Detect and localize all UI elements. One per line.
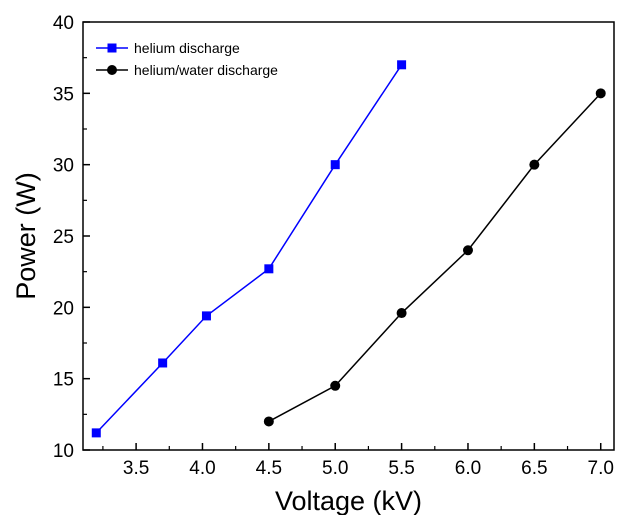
data-point (330, 160, 340, 170)
data-point (397, 60, 407, 70)
series-layer (91, 60, 606, 438)
x-tick-label: 7.0 (588, 458, 614, 479)
legend-marker (107, 65, 117, 75)
data-point (529, 159, 540, 170)
x-tick-label: 6.5 (521, 458, 547, 479)
x-tick-label: 5.5 (388, 458, 414, 479)
data-point (462, 245, 473, 256)
y-tick-label: 40 (53, 13, 74, 34)
y-tick-label: 25 (53, 227, 74, 248)
data-point (595, 88, 606, 99)
x-tick-label: 5.0 (322, 458, 348, 479)
data-point (201, 311, 211, 321)
series-0 (91, 60, 407, 438)
x-tick-label: 4.0 (189, 458, 215, 479)
data-point (91, 428, 101, 438)
series-line (95, 64, 403, 434)
legend-label: helium discharge (134, 40, 240, 56)
x-tick-label: 4.5 (256, 458, 282, 479)
y-tick-label: 35 (53, 84, 74, 105)
y-tick-label: 20 (53, 298, 74, 319)
plot-border (82, 21, 615, 451)
y-axis: 10 15 20 25 30 35 40 (53, 13, 90, 462)
plot-frame (82, 21, 615, 451)
legend-label: helium/water discharge (134, 62, 278, 78)
x-axis: 3.5 4.0 4.5 5.0 5.5 6.0 6.5 7.0 (102, 443, 614, 479)
x-tick-label: 3.5 (123, 458, 149, 479)
y-axis-title: Power (W) (11, 172, 41, 300)
data-point (396, 308, 407, 319)
legend-marker (107, 43, 117, 53)
y-tick-label: 30 (53, 156, 74, 177)
data-point (330, 380, 341, 391)
data-point (158, 358, 168, 368)
data-point (264, 264, 274, 274)
legend: helium discharge helium/water discharge (96, 40, 278, 78)
y-tick-label: 15 (53, 370, 74, 391)
y-tick-label: 10 (53, 441, 74, 462)
data-point (263, 416, 274, 427)
x-tick-label: 6.0 (455, 458, 481, 479)
series-1 (263, 88, 606, 427)
x-axis-title: Voltage (kV) (275, 486, 422, 515)
series-line (268, 92, 602, 423)
